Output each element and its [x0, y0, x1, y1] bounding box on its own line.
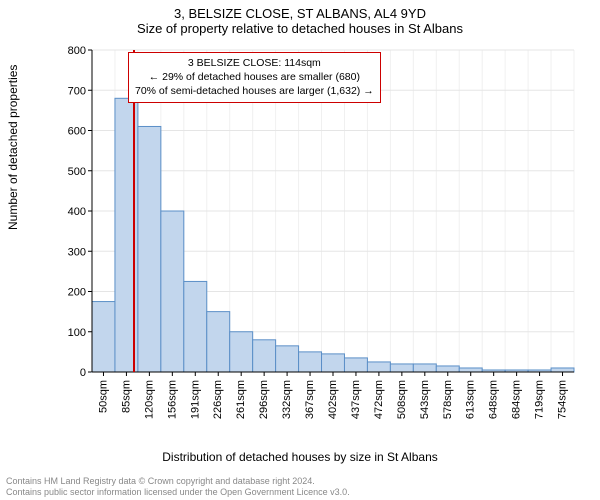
- svg-text:754sqm: 754sqm: [557, 380, 569, 419]
- svg-text:600: 600: [68, 126, 86, 138]
- svg-text:191sqm: 191sqm: [189, 380, 201, 419]
- annotation-line-1: 3 BELSIZE CLOSE: 114sqm: [135, 56, 374, 70]
- svg-text:472sqm: 472sqm: [373, 380, 385, 419]
- annotation-line-2: ← 29% of detached houses are smaller (68…: [135, 70, 374, 84]
- svg-text:648sqm: 648sqm: [488, 380, 500, 419]
- svg-text:100: 100: [68, 327, 86, 339]
- svg-text:719sqm: 719sqm: [534, 380, 546, 419]
- svg-text:332sqm: 332sqm: [281, 380, 293, 419]
- footnote: Contains HM Land Registry data © Crown c…: [6, 476, 350, 499]
- chart-plot-area: 0 100 200 300 400 500 600 700 800 50sqm 85sqm 120sq…: [58, 46, 578, 426]
- annotation-line-3: 70% of semi-detached houses are larger (…: [135, 84, 374, 98]
- chart-container: 3, BELSIZE CLOSE, ST ALBANS, AL4 9YD Siz…: [0, 0, 600, 500]
- svg-text:700: 700: [68, 85, 86, 97]
- svg-text:400: 400: [68, 206, 86, 218]
- x-axis-label: Distribution of detached houses by size …: [0, 450, 600, 464]
- svg-text:437sqm: 437sqm: [350, 380, 362, 419]
- address-title: 3, BELSIZE CLOSE, ST ALBANS, AL4 9YD: [0, 0, 600, 21]
- svg-text:543sqm: 543sqm: [419, 380, 431, 419]
- svg-text:226sqm: 226sqm: [212, 380, 224, 419]
- svg-text:500: 500: [68, 166, 86, 178]
- svg-text:613sqm: 613sqm: [465, 380, 477, 419]
- footnote-line-2: Contains public sector information licen…: [6, 487, 350, 498]
- svg-text:402sqm: 402sqm: [327, 380, 339, 419]
- y-axis-label: Number of detached properties: [6, 65, 20, 230]
- svg-text:800: 800: [68, 46, 86, 57]
- footnote-line-1: Contains HM Land Registry data © Crown c…: [6, 476, 350, 487]
- svg-text:261sqm: 261sqm: [235, 380, 247, 419]
- svg-text:50sqm: 50sqm: [97, 380, 109, 413]
- svg-text:120sqm: 120sqm: [143, 380, 155, 419]
- histogram-svg: 0 100 200 300 400 500 600 700 800 50sqm 85sqm 120sq…: [58, 46, 578, 426]
- svg-text:367sqm: 367sqm: [304, 380, 316, 419]
- svg-text:156sqm: 156sqm: [166, 380, 178, 419]
- svg-text:300: 300: [68, 246, 86, 258]
- svg-text:684sqm: 684sqm: [511, 380, 523, 419]
- svg-text:296sqm: 296sqm: [258, 380, 270, 419]
- subtitle: Size of property relative to detached ho…: [0, 21, 600, 36]
- marker-annotation: 3 BELSIZE CLOSE: 114sqm ← 29% of detache…: [128, 52, 381, 103]
- svg-text:578sqm: 578sqm: [442, 380, 454, 419]
- svg-text:508sqm: 508sqm: [396, 380, 408, 419]
- svg-text:85sqm: 85sqm: [120, 380, 132, 413]
- svg-text:200: 200: [68, 287, 86, 299]
- svg-text:0: 0: [80, 367, 86, 379]
